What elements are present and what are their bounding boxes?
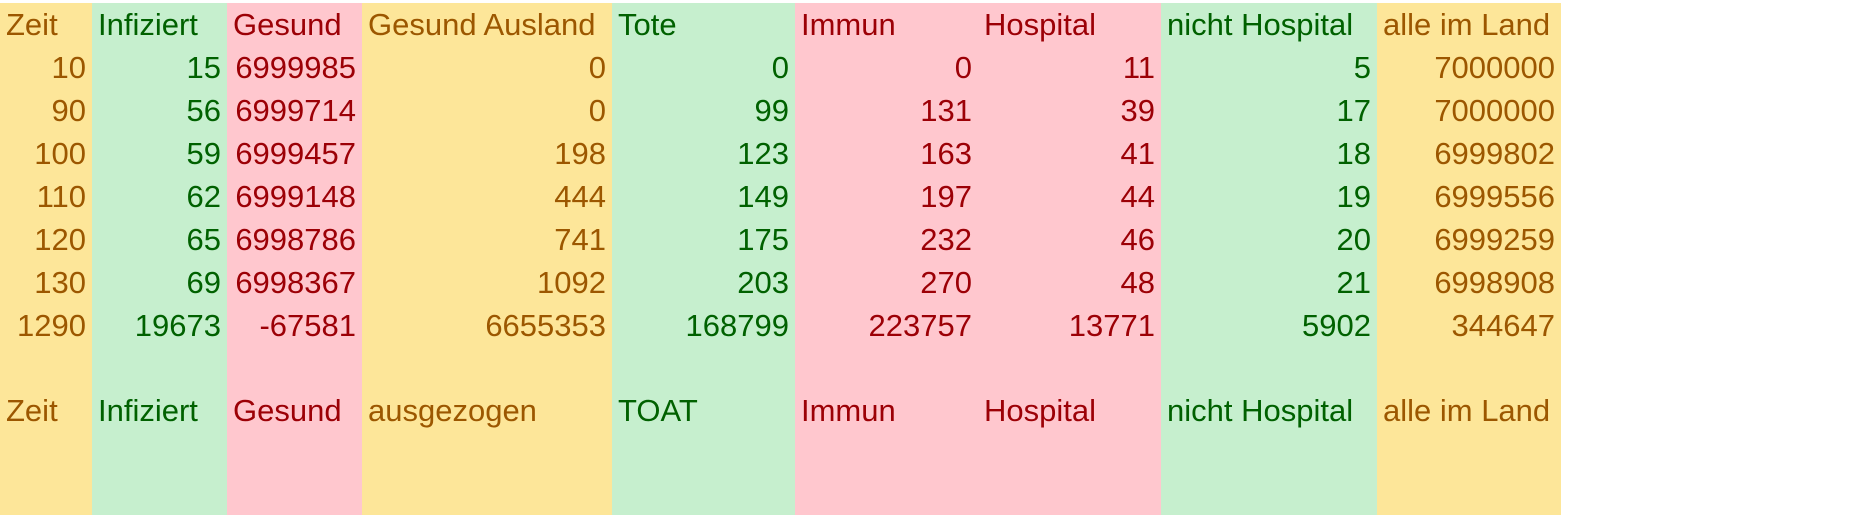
- column-alle-im-land-fill: [1377, 3, 1561, 515]
- header-cell-gesund: Gesund: [233, 7, 342, 42]
- row-2-cell-zeit: 90: [51, 93, 86, 128]
- column-immun-hospital-fill: [795, 3, 1161, 515]
- row-7-cell-gesund-ausland: 6655353: [485, 308, 606, 343]
- row-5-cell-alle-im-land: 6999259: [1434, 222, 1555, 257]
- header-cell-alle-im-land: alle im Land: [1383, 7, 1551, 42]
- row-6-cell-nicht-hospital: 21: [1336, 265, 1371, 300]
- row-3-cell-immun: 163: [920, 136, 972, 171]
- header-cell-hospital: Hospital: [984, 7, 1096, 42]
- row-4-cell-nicht-hospital: 19: [1336, 179, 1371, 214]
- row-2-cell-gesund: 6999714: [235, 93, 356, 128]
- row-1-cell-nicht-hospital: 5: [1353, 50, 1371, 85]
- header-cell-tote: Tote: [618, 7, 677, 42]
- row-1-cell-tote: 0: [771, 50, 789, 85]
- column-zeit-fill: [0, 3, 92, 515]
- row-3-cell-tote: 123: [737, 136, 789, 171]
- row-1-cell-immun: 0: [954, 50, 972, 85]
- column-gesund-ausland-fill: [362, 3, 612, 515]
- column-tote-fill: [612, 3, 795, 515]
- row-5-cell-zeit: 120: [34, 222, 86, 257]
- row-3-cell-infiziert: 59: [186, 136, 221, 171]
- row-5-cell-tote: 175: [737, 222, 789, 257]
- row-4-cell-gesund-ausland: 444: [554, 179, 606, 214]
- row-2-cell-alle-im-land: 7000000: [1434, 93, 1555, 128]
- row-4-cell-hospital: 44: [1120, 179, 1155, 214]
- row-3-cell-gesund: 6999457: [235, 136, 356, 171]
- header-cell-gesund-ausland: Gesund Ausland: [368, 7, 596, 42]
- row-6-cell-immun: 270: [920, 265, 972, 300]
- header-cell-immun: Immun: [801, 7, 896, 42]
- row-1-cell-hospital: 11: [1122, 50, 1155, 85]
- footer-cell-gesund-ausland: ausgezogen: [368, 393, 537, 428]
- row-7-cell-nicht-hospital: 5902: [1302, 308, 1371, 343]
- header-cell-nicht-hospital: nicht Hospital: [1167, 7, 1354, 42]
- footer-cell-zeit: Zeit: [6, 393, 58, 428]
- row-4-cell-zeit: 110: [36, 179, 86, 214]
- row-3-cell-hospital: 41: [1120, 136, 1155, 171]
- row-2-cell-nicht-hospital: 17: [1336, 93, 1371, 128]
- row-7-cell-gesund: -67581: [259, 308, 356, 343]
- row-3-cell-alle-im-land: 6999802: [1434, 136, 1555, 171]
- row-6-cell-gesund-ausland: 1092: [537, 265, 606, 300]
- row-1-cell-gesund-ausland: 0: [588, 50, 606, 85]
- row-7-cell-hospital: 13771: [1068, 308, 1155, 343]
- row-5-cell-infiziert: 65: [186, 222, 221, 257]
- row-5-cell-gesund-ausland: 741: [554, 222, 606, 257]
- footer-cell-hospital: Hospital: [984, 393, 1096, 428]
- row-4-cell-alle-im-land: 6999556: [1434, 179, 1555, 214]
- row-1-cell-zeit: 10: [51, 50, 86, 85]
- row-2-cell-gesund-ausland: 0: [588, 93, 606, 128]
- row-7-cell-tote: 168799: [685, 308, 789, 343]
- column-gesund-fill: [227, 3, 362, 515]
- row-1-cell-gesund: 6999985: [235, 50, 356, 85]
- row-2-cell-immun: 131: [920, 93, 972, 128]
- row-5-cell-hospital: 46: [1120, 222, 1155, 257]
- footer-cell-tote: TOAT: [618, 393, 698, 428]
- column-nicht-hospital-fill: [1161, 3, 1377, 515]
- row-6-cell-zeit: 130: [34, 265, 86, 300]
- row-7-cell-immun: 223757: [868, 308, 972, 343]
- footer-cell-infiziert: Infiziert: [98, 393, 198, 428]
- row-4-cell-immun: 197: [920, 179, 972, 214]
- row-4-cell-gesund: 6999148: [235, 179, 356, 214]
- row-4-cell-tote: 149: [737, 179, 789, 214]
- row-4-cell-infiziert: 62: [186, 179, 221, 214]
- row-7-cell-infiziert: 19673: [134, 308, 221, 343]
- footer-cell-gesund: Gesund: [233, 393, 342, 428]
- row-5-cell-nicht-hospital: 20: [1336, 222, 1371, 257]
- row-2-cell-hospital: 39: [1120, 93, 1155, 128]
- row-6-cell-hospital: 48: [1120, 265, 1155, 300]
- header-cell-zeit: Zeit: [6, 7, 58, 42]
- row-5-cell-gesund: 6998786: [235, 222, 356, 257]
- footer-cell-alle-im-land: alle im Land: [1383, 393, 1551, 428]
- row-6-cell-infiziert: 69: [186, 265, 221, 300]
- row-5-cell-immun: 232: [920, 222, 972, 257]
- row-6-cell-alle-im-land: 6998908: [1434, 265, 1555, 300]
- footer-cell-nicht-hospital: nicht Hospital: [1167, 393, 1354, 428]
- row-6-cell-tote: 203: [737, 265, 789, 300]
- row-7-cell-zeit: 1290: [17, 308, 86, 343]
- row-1-cell-infiziert: 15: [186, 50, 221, 85]
- column-infiziert-fill: [92, 3, 227, 515]
- row-3-cell-zeit: 100: [34, 136, 86, 171]
- row-7-cell-alle-im-land: 344647: [1451, 308, 1555, 343]
- row-3-cell-nicht-hospital: 18: [1336, 136, 1371, 171]
- row-2-cell-tote: 99: [754, 93, 789, 128]
- row-6-cell-gesund: 6998367: [235, 265, 356, 300]
- row-2-cell-infiziert: 56: [186, 93, 221, 128]
- footer-cell-immun: Immun: [801, 393, 896, 428]
- header-cell-infiziert: Infiziert: [98, 7, 198, 42]
- row-1-cell-alle-im-land: 7000000: [1434, 50, 1555, 85]
- row-3-cell-gesund-ausland: 198: [554, 136, 606, 171]
